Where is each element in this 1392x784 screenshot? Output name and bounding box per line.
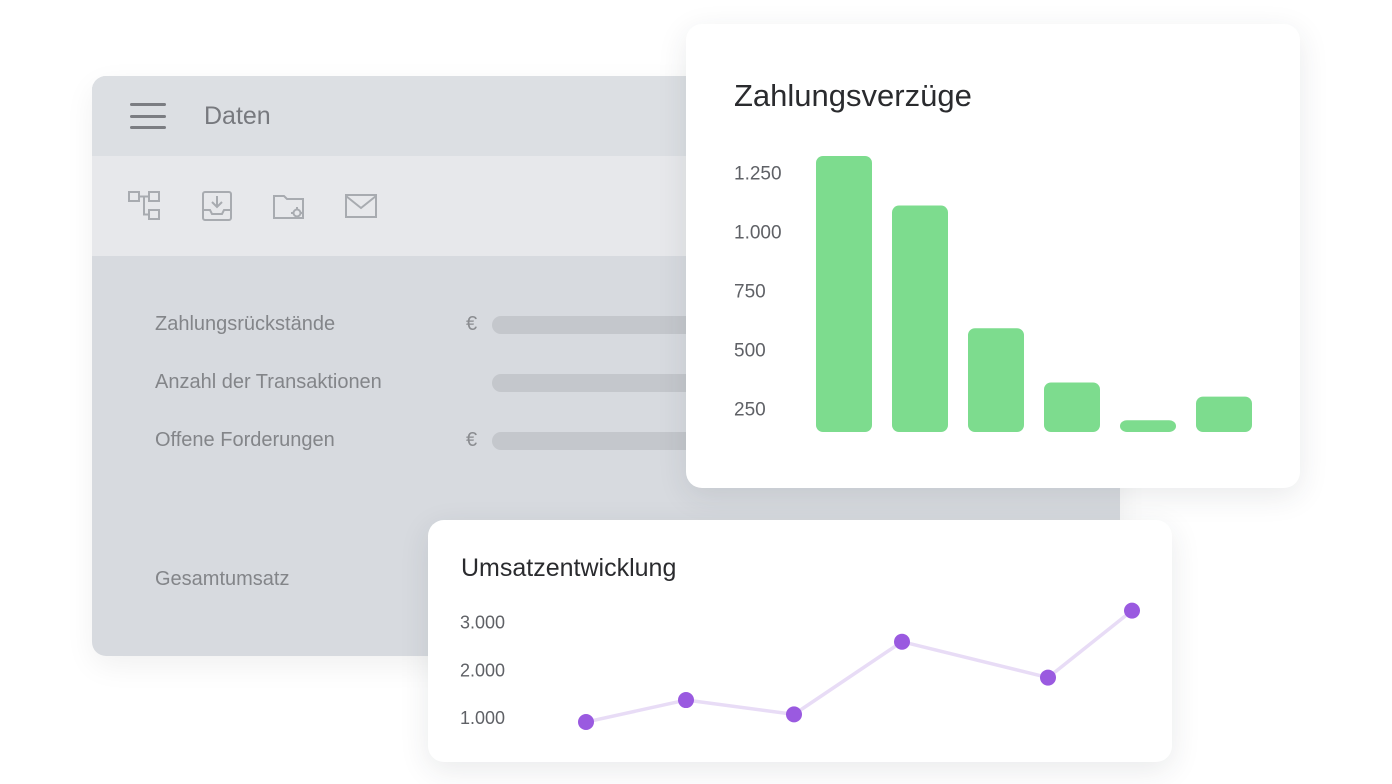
line-chart: 3.000 2.000 1.000 bbox=[460, 602, 1140, 731]
y-tick-label: 250 bbox=[734, 399, 766, 420]
bar-chart: 1.250 1.000 750 500 250 bbox=[734, 156, 1252, 432]
app-title: Daten bbox=[204, 101, 271, 130]
data-point bbox=[786, 706, 802, 723]
bar bbox=[892, 205, 948, 432]
field-currency: € bbox=[466, 313, 478, 335]
data-point bbox=[1040, 669, 1056, 686]
field-label-gesamtumsatz: Gesamtumsatz bbox=[155, 568, 290, 590]
line-chart-title: Umsatzentwicklung bbox=[461, 554, 677, 582]
bar bbox=[1044, 382, 1100, 432]
y-tick-label: 500 bbox=[734, 340, 766, 361]
field-label-zahlungsrueckstaende: Zahlungsrückstände bbox=[155, 313, 336, 335]
download-tray-icon[interactable] bbox=[198, 187, 236, 225]
field-label-offene-forderungen: Offene Forderungen bbox=[155, 429, 335, 451]
bar-chart-card: Zahlungsverzüge 1.250 1.000 750 500 250 bbox=[686, 24, 1300, 488]
bar bbox=[1120, 420, 1176, 432]
y-tick-label: 1.000 bbox=[460, 708, 505, 728]
data-point bbox=[1124, 602, 1140, 619]
line-chart-card: Umsatzentwicklung 3.000 2.000 1.000 bbox=[428, 520, 1172, 762]
y-tick-label: 3.000 bbox=[460, 613, 505, 633]
data-point bbox=[578, 714, 594, 731]
menu-icon[interactable] bbox=[130, 103, 166, 129]
mail-icon[interactable] bbox=[342, 187, 380, 225]
folder-settings-icon[interactable] bbox=[270, 187, 308, 225]
bar-chart-title: Zahlungsverzüge bbox=[734, 78, 972, 113]
bar bbox=[968, 328, 1024, 432]
bar bbox=[816, 156, 872, 432]
series-line bbox=[584, 608, 1134, 724]
bar bbox=[1196, 396, 1252, 432]
y-tick-label: 1.000 bbox=[734, 222, 782, 243]
hierarchy-icon[interactable] bbox=[126, 187, 164, 225]
y-tick-label: 750 bbox=[734, 281, 766, 302]
data-point bbox=[678, 692, 694, 709]
y-tick-label: 1.250 bbox=[734, 164, 782, 185]
data-point bbox=[894, 633, 910, 650]
y-tick-label: 2.000 bbox=[460, 660, 505, 680]
field-currency: € bbox=[466, 429, 478, 451]
field-label-transaktionen: Anzahl der Transaktionen bbox=[155, 371, 382, 393]
